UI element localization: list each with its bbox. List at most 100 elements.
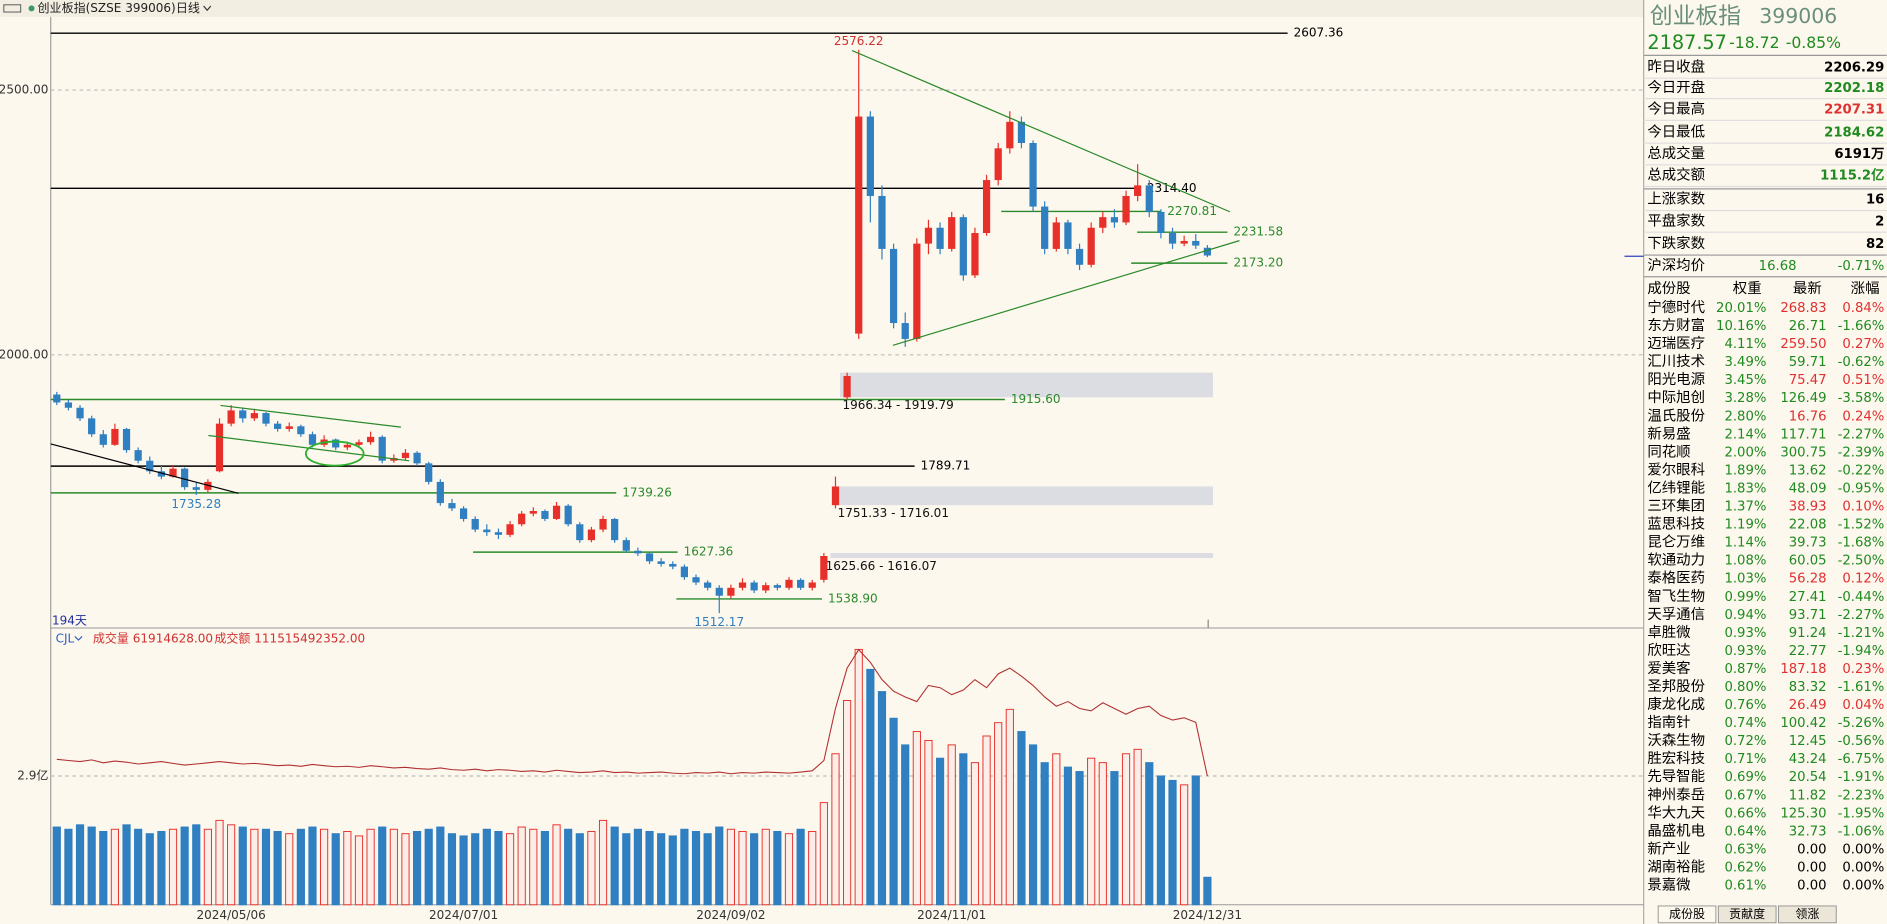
stock-name[interactable]: 迈瑞医疗	[1647, 335, 1705, 352]
stock-name[interactable]: 中际旭创	[1647, 389, 1705, 406]
change-pct: -1.91%	[1838, 770, 1885, 785]
stock-name[interactable]: 东方财富	[1647, 316, 1705, 334]
tab[interactable]	[1778, 905, 1837, 924]
candle-body	[924, 227, 933, 244]
candle-body	[262, 413, 270, 424]
volume-bar	[354, 835, 364, 906]
weight: 0.72%	[1724, 734, 1766, 749]
tab-label[interactable]: 成份股	[1669, 907, 1705, 921]
gap-label: 1966.34 - 1919.79	[842, 398, 953, 412]
stock-name[interactable]: 新易盛	[1647, 425, 1690, 442]
volume-bar	[308, 826, 317, 906]
stock-name[interactable]: 爱尔眼科	[1647, 461, 1705, 478]
candle-body	[634, 550, 642, 554]
stock-name[interactable]: 三环集团	[1647, 498, 1705, 515]
avg-label: 沪深均价	[1647, 257, 1705, 274]
weight: 0.69%	[1724, 770, 1766, 785]
weight: 2.80%	[1724, 409, 1766, 424]
tab-label[interactable]: 贡献度	[1729, 906, 1765, 921]
stock-name[interactable]: 昆仑万维	[1647, 534, 1705, 551]
stock-name[interactable]: 华大九天	[1647, 804, 1705, 821]
period-chevron[interactable]	[203, 5, 212, 12]
stock-name[interactable]: 阳光电源	[1647, 371, 1705, 388]
price: 2187.57	[1647, 31, 1727, 54]
stock-name[interactable]: 新产业	[1647, 840, 1690, 857]
stock-name[interactable]: 圣邦股份	[1647, 678, 1705, 695]
stock-name[interactable]: 软通动力	[1647, 552, 1705, 569]
candle-body	[448, 503, 456, 509]
weight: 0.94%	[1724, 608, 1766, 623]
stat-value: 2206.29	[1824, 60, 1884, 75]
stat-value: 2	[1875, 214, 1884, 229]
last-price: 0.00	[1797, 860, 1826, 875]
tab[interactable]	[1717, 905, 1777, 924]
volume-bar	[1005, 708, 1014, 906]
stock-name[interactable]: 蓝思科技	[1647, 516, 1705, 533]
weight: 1.14%	[1724, 536, 1766, 551]
stock-name[interactable]: 天孚通信	[1647, 606, 1705, 623]
stock-name[interactable]: 智飞生物	[1647, 588, 1705, 605]
volume-bar	[424, 828, 433, 906]
stock-name[interactable]: 神州泰岳	[1647, 786, 1705, 803]
stock-name[interactable]: 晶盛机电	[1647, 822, 1705, 839]
candle-body	[587, 529, 596, 541]
stock-name[interactable]: 康龙化成	[1647, 696, 1705, 713]
stock-name[interactable]: 温氏股份	[1647, 407, 1705, 424]
stock-name[interactable]: 湖南裕能	[1647, 858, 1705, 875]
volume-bar	[110, 828, 119, 906]
weight: 0.74%	[1724, 716, 1766, 731]
volume-bar	[622, 833, 631, 906]
candle-body	[494, 532, 503, 535]
candle-body	[541, 511, 549, 519]
volume-bar	[192, 824, 201, 906]
cjl-chevron[interactable]	[74, 636, 83, 641]
volume-bar	[285, 833, 294, 906]
stat-value: 82	[1866, 237, 1884, 252]
last-price: 39.73	[1789, 536, 1827, 551]
volume-bar	[157, 830, 166, 906]
volume-bar	[691, 830, 701, 906]
stock-name[interactable]: 泰格医药	[1647, 570, 1705, 587]
highlight-ellipse	[304, 440, 365, 467]
stat-label: 上涨家数	[1647, 191, 1705, 208]
period[interactable]: 日线	[176, 1, 200, 15]
x-tick-label: 2024/09/02	[696, 908, 765, 922]
stock-name[interactable]: 胜宏科技	[1647, 750, 1705, 767]
stock-name[interactable]: 景嘉微	[1647, 877, 1690, 894]
change-pct: 0.00%	[1842, 860, 1884, 875]
stock-name[interactable]: 同花顺	[1647, 443, 1690, 460]
stock-name[interactable]: 宁德时代	[1647, 299, 1705, 316]
change-pct: 0.27%	[1842, 337, 1884, 352]
volume-bar	[587, 830, 596, 906]
stock-name[interactable]: 卓胜微	[1647, 624, 1690, 641]
volume-bar	[1180, 784, 1189, 906]
candle-body	[785, 579, 793, 588]
menu-icon[interactable]	[3, 4, 22, 13]
stock-name[interactable]: 沃森生物	[1647, 732, 1705, 749]
stock-name[interactable]: 指南针	[1647, 714, 1690, 731]
candle-body	[378, 436, 386, 461]
change-pct: 0.23%	[1842, 662, 1884, 677]
volume-bar	[1040, 762, 1049, 906]
tab[interactable]	[1657, 905, 1717, 924]
volume-bar	[645, 830, 654, 906]
stock-name[interactable]: 爱美客	[1647, 660, 1690, 677]
volume-bar	[877, 691, 887, 906]
weight: 0.99%	[1724, 590, 1766, 605]
stock-name[interactable]: 汇川技术	[1647, 353, 1705, 370]
stock-name[interactable]: 先导智能	[1647, 768, 1705, 785]
weight: 10.16%	[1716, 319, 1766, 334]
volume-bar	[1028, 744, 1038, 906]
stock-name[interactable]: 亿纬锂能	[1647, 479, 1705, 496]
stock-name[interactable]: 欣旺达	[1647, 642, 1690, 659]
volume-bar	[1017, 731, 1026, 906]
tab-label[interactable]: 领涨	[1795, 906, 1819, 921]
volume-bar	[1145, 762, 1154, 906]
price-label: 1735.28	[171, 497, 221, 511]
volume-bar	[412, 830, 422, 906]
volume-bar	[203, 828, 212, 906]
candle-body	[948, 217, 956, 249]
volume-bar	[808, 830, 817, 906]
volume-bar	[134, 828, 143, 906]
change-pct: -2.27%	[1838, 427, 1885, 442]
